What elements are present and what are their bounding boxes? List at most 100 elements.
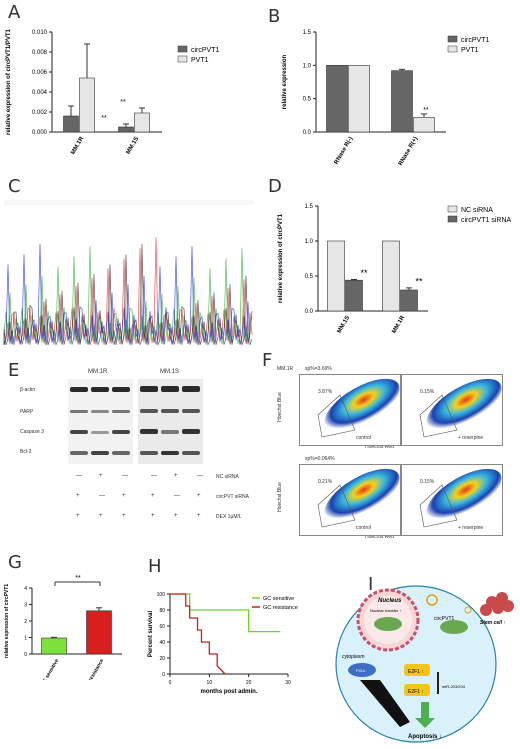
legend-swatch: [447, 205, 458, 213]
x-tick-label: MM.1S: [337, 315, 352, 334]
chart-b: 0.0 0.5 1.0 1.5 relative expression RNase R(-…: [282, 30, 490, 167]
panel-label-g: G: [8, 552, 22, 573]
flow-plot-reserpine-top: 0.15% + reserpine: [401, 374, 503, 446]
condition-sign: +: [99, 473, 103, 479]
label-e2f1-a: E2F1 ↑: [408, 669, 424, 675]
bar: [118, 126, 134, 133]
condition-sign: —: [174, 493, 180, 499]
band: [161, 430, 179, 434]
stem-cell-icon: [480, 604, 492, 616]
bar: [400, 289, 418, 312]
protein-label-bcl2: Bcl-2: [20, 449, 32, 455]
survival-line: [170, 593, 281, 633]
green-arrow-head: [415, 718, 435, 728]
condition-sign: +: [122, 513, 126, 519]
protein-label-parp: PARP: [20, 409, 34, 415]
bar: [41, 637, 67, 655]
legend-label: GC sensitive: [263, 596, 294, 602]
significance-mark: **: [101, 115, 107, 122]
flow-gate-top-right: 0.15%: [420, 389, 435, 395]
legend-label: circPVT1: [191, 47, 220, 54]
y-tick-label: 0.006: [32, 70, 48, 76]
band: [161, 409, 179, 413]
band: [70, 410, 88, 413]
panel-label-h: H: [148, 556, 162, 577]
x-tick-label: 0: [169, 680, 172, 686]
band: [182, 429, 200, 434]
y-axis-label: relative expression of circPVT1: [4, 584, 10, 658]
label-nucleus: Nucleus: [378, 598, 402, 604]
flow-reserpine-bottom: + reserpine: [458, 525, 484, 531]
diagram-i: Nucleus Nuclear transfer ↑ circPVT1 cyto…: [335, 585, 514, 743]
condition-sign: +: [151, 493, 155, 499]
y-tick-label: 0: [24, 652, 27, 658]
circpvt1-small-ring-icon: [464, 606, 472, 614]
panel-label-f: F: [262, 350, 273, 371]
y-tick-label: 40: [159, 640, 165, 646]
significance-mark: **: [120, 99, 126, 106]
band: [91, 387, 109, 392]
y-tick-label: 0.0: [305, 309, 314, 315]
y-tick-label: 0.000: [32, 130, 48, 136]
significance-mark: **: [360, 268, 368, 278]
condition-sign: +: [197, 493, 201, 499]
y-tick-label: 20: [159, 656, 165, 662]
bar: [345, 279, 363, 312]
band: [112, 387, 130, 392]
chart-g: 0 1 2 3 4 relative expression of circPVT1 GC s…: [4, 575, 122, 680]
cytoplasm-circrna: [440, 620, 468, 634]
y-tick-label: 1.5: [303, 30, 312, 36]
flow-cytometry-f: MM.1R sp%=3.69% sp%=0.064% Hoechst Blue …: [275, 362, 515, 542]
blot-mm1r: [68, 379, 133, 464]
band: [91, 431, 109, 434]
nuclear-circrna: [374, 617, 402, 631]
panel-label-c: C: [8, 176, 21, 197]
x-tick-label: GC sensitive: [40, 658, 60, 680]
y-tick-label: 0.002: [32, 110, 48, 116]
band: [140, 409, 158, 413]
condition-label: circPVT siRNA: [216, 494, 249, 500]
chart-h: 0 20 40 60 80 100 0 10 20 30 months post admin. Per…: [148, 592, 298, 695]
label-mir: miR-203/204: [442, 684, 466, 689]
y-tick-label: 1: [24, 636, 27, 642]
y-tick-label: 0.004: [32, 90, 48, 96]
green-arrow-shaft: [421, 702, 429, 720]
blot-mm1s: [138, 379, 203, 464]
y-tick-label: 80: [159, 608, 165, 614]
e2f1-box-a: [404, 664, 430, 676]
x-tick-label: GC resistance: [83, 658, 105, 680]
black-arrow-icon: [360, 680, 410, 727]
label-apoptosis: Apoptosis ↓: [408, 734, 442, 740]
condition-sign: +: [122, 493, 126, 499]
flow-sp-bottom: sp%=0.064%: [305, 456, 335, 462]
flow-sp-top: sp%=3.69%: [305, 366, 332, 372]
protein-label-caspase3: Caspase 3: [20, 429, 44, 435]
flow-control-bottom: control: [356, 525, 372, 531]
band: [161, 386, 179, 392]
stem-cell-icon: [492, 602, 504, 614]
y-tick-label: 60: [159, 624, 165, 630]
band: [140, 451, 158, 455]
significance-mark: **: [415, 276, 423, 286]
bar: [382, 240, 400, 312]
condition-label: DEX 1μM/L: [216, 514, 242, 520]
y-tick-label: 0.5: [305, 274, 314, 280]
bar: [79, 77, 95, 133]
chromatogram-trace: [3, 245, 253, 346]
chart-d: 0.0 0.5 1.0 1.5 relative expression of circP…: [278, 204, 512, 335]
condition-sign: —: [76, 473, 82, 479]
condition-label: NC siRNA: [216, 474, 239, 480]
y-tick-label: 3: [24, 603, 27, 609]
bar: [327, 240, 345, 312]
flow-xlabel-bottom: Hoechst Red: [365, 534, 394, 540]
y-tick-label: 1.0: [303, 63, 312, 69]
panel-label-e: E: [8, 360, 20, 381]
western-blot-e: MM.1R MM.1S β-actin PARP Caspase 3 Bcl-2…: [20, 365, 250, 535]
bar: [391, 70, 413, 133]
condition-sign: —: [122, 473, 128, 479]
condition-sign: +: [76, 513, 80, 519]
legend-swatch: [177, 45, 188, 53]
y-tick-label: 4: [24, 586, 27, 592]
y-tick-label: 2: [24, 619, 27, 625]
panel-label-a: A: [8, 2, 21, 23]
